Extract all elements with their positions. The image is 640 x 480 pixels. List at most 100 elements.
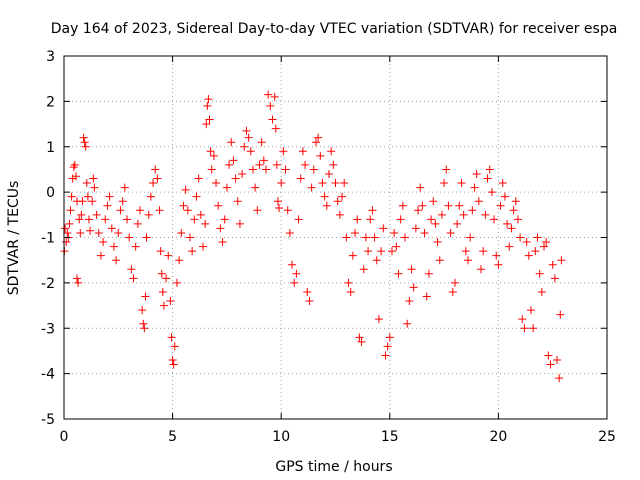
chart-title: Day 164 of 2023, Sidereal Day-to-day VTE… — [51, 21, 618, 37]
data-point — [246, 147, 255, 156]
data-point — [298, 147, 307, 156]
data-point — [440, 179, 449, 188]
data-point — [509, 206, 518, 215]
data-point — [524, 251, 533, 260]
data-point — [311, 138, 320, 147]
data-point — [79, 133, 88, 142]
data-point — [149, 179, 158, 188]
data-point — [138, 306, 147, 315]
data-point — [487, 188, 496, 197]
data-point — [500, 192, 509, 201]
data-point — [179, 201, 188, 210]
data-point — [305, 297, 314, 306]
data-point — [203, 101, 212, 110]
data-point — [329, 160, 338, 169]
data-point — [214, 201, 223, 210]
data-point — [103, 201, 112, 210]
data-point — [450, 278, 459, 287]
data-point — [481, 210, 490, 219]
data-point — [403, 319, 412, 328]
data-point — [229, 156, 238, 165]
data-point — [405, 297, 414, 306]
data-point — [446, 228, 455, 237]
data-point — [492, 251, 501, 260]
data-point — [120, 183, 129, 192]
data-point — [248, 165, 257, 174]
data-point — [529, 324, 538, 333]
data-point — [483, 174, 492, 183]
data-point — [169, 360, 178, 369]
data-point — [461, 247, 470, 256]
data-point — [503, 219, 512, 228]
data-point — [225, 160, 234, 169]
data-point — [255, 160, 264, 169]
data-point — [251, 183, 260, 192]
data-point — [316, 151, 325, 160]
data-point — [81, 142, 90, 151]
data-point — [422, 292, 431, 301]
data-point — [275, 204, 284, 213]
data-point — [516, 233, 525, 242]
data-point — [235, 219, 244, 228]
data-point — [540, 242, 549, 251]
data-point — [264, 90, 273, 99]
data-point — [185, 233, 194, 242]
data-point — [453, 219, 462, 228]
data-point — [342, 233, 351, 242]
data-point — [155, 206, 164, 215]
data-point — [212, 179, 221, 188]
data-point — [71, 172, 80, 181]
data-point — [82, 179, 91, 188]
y-tick-label: 3 — [46, 49, 55, 65]
data-point — [296, 174, 305, 183]
data-point — [172, 278, 181, 287]
data-point — [457, 179, 466, 188]
data-point — [192, 192, 201, 201]
data-point — [253, 206, 262, 215]
data-point — [383, 342, 392, 351]
data-point — [240, 142, 249, 151]
data-point — [351, 228, 360, 237]
data-point — [194, 174, 203, 183]
data-point — [496, 201, 505, 210]
data-point — [322, 201, 331, 210]
data-point — [437, 210, 446, 219]
data-point — [202, 120, 211, 129]
y-axis-label: SDTVAR / TECUs — [6, 181, 22, 296]
data-point — [435, 256, 444, 265]
data-point — [390, 228, 399, 237]
data-point — [398, 201, 407, 210]
data-point — [105, 192, 114, 201]
data-point — [80, 138, 89, 147]
data-point — [324, 169, 333, 178]
data-point — [188, 247, 197, 256]
data-point — [142, 233, 151, 242]
data-point — [167, 333, 176, 342]
data-point — [62, 238, 71, 247]
data-point — [548, 260, 557, 269]
data-point — [156, 247, 165, 256]
data-point — [99, 238, 108, 247]
data-point — [537, 287, 546, 296]
data-point — [485, 165, 494, 174]
data-point — [144, 210, 153, 219]
data-point — [531, 247, 540, 256]
data-point — [401, 233, 410, 242]
data-point — [78, 197, 87, 206]
data-point — [67, 192, 76, 201]
data-point — [277, 179, 286, 188]
data-point — [270, 92, 279, 101]
data-point — [474, 197, 483, 206]
data-point — [122, 215, 131, 224]
data-point — [463, 256, 472, 265]
data-point — [374, 315, 383, 324]
data-point — [309, 165, 318, 174]
data-point — [416, 183, 425, 192]
data-point — [158, 287, 167, 296]
data-point — [61, 224, 70, 233]
data-point — [518, 315, 527, 324]
data-point — [466, 233, 475, 242]
data-point — [209, 151, 218, 160]
data-point — [459, 210, 468, 219]
